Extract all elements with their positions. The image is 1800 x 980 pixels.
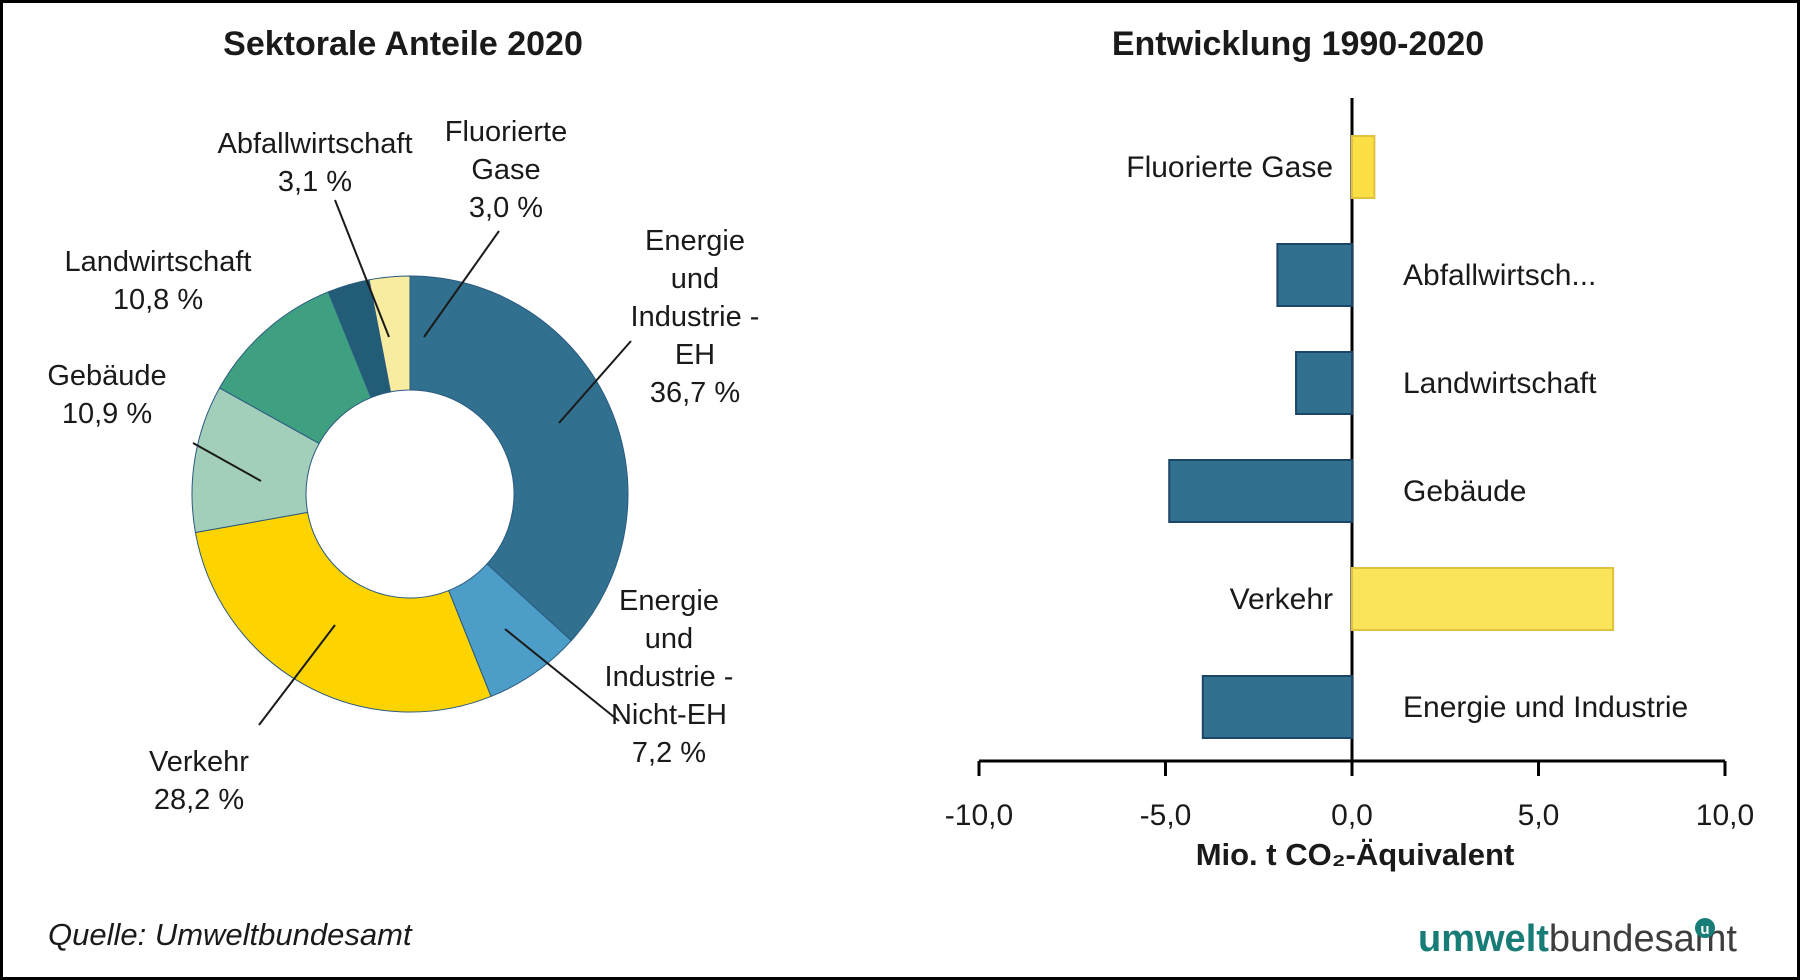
donut-chart-title: Sektorale Anteile 2020 (223, 25, 583, 63)
donut-label-fluor-line2: 3,0 % (469, 192, 543, 224)
logo-badge-circle (1695, 918, 1715, 938)
bar-label-energie: Energie und Industrie (1403, 691, 1688, 724)
leader-energie-nicht-eh (504, 628, 620, 722)
bar-category-labels: Fluorierte Gase Abfallwirtsch... Landwirts… (1126, 151, 1688, 724)
leader-verkehr (258, 624, 336, 726)
bar-chart-title: Entwicklung 1990-2020 (1112, 25, 1484, 63)
logo-text: umweltbundesamt (1418, 918, 1737, 960)
bar-label-verkehr: Verkehr (1230, 583, 1333, 616)
tick-label--5,0: -5,0 (1140, 799, 1192, 832)
donut-label-landwirt-line0: Landwirtschaft (65, 246, 252, 278)
tick-label-10,0: 10,0 (1696, 799, 1754, 832)
leader-gebaeude (192, 442, 262, 482)
donut-label-eh-line1: und (671, 263, 719, 295)
bar-verkehr (1351, 567, 1615, 631)
donut-label-eh-line0: Energie (645, 225, 745, 257)
bar-label-landwirt: Landwirtschaft (1403, 367, 1597, 400)
tick-label--10,0: -10,0 (945, 799, 1013, 832)
donut-label-abfall-line1: 3,1 % (278, 166, 352, 198)
logo-badge-u: u (1700, 921, 1709, 938)
tick-label-0,0: 0,0 (1331, 799, 1373, 832)
donut-label-verkehr-line0: Verkehr (149, 746, 249, 778)
donut-callout-labels: Energie und Industrie - EH 36,7 % Energie und I… (47, 116, 759, 816)
bar-landwirt (1295, 351, 1354, 415)
bar-gebaeude (1168, 459, 1353, 523)
bar-label-abfall: Abfallwirtsch... (1403, 259, 1596, 292)
donut-label-eh-line3: EH (675, 339, 715, 371)
donut-slice-eh (409, 275, 629, 642)
bar-series (1168, 135, 1615, 739)
donut-label-nicht_eh-line1: und (645, 623, 693, 655)
bar-energie (1201, 675, 1354, 739)
donut-label-nicht_eh-line4: 7,2 % (632, 737, 706, 769)
donut-label-eh-line2: Industrie - (631, 301, 760, 333)
donut-slice-verkehr (194, 511, 492, 713)
chart-svg: Sektorale Anteile 2020 Entwicklung 1990-… (47, 25, 1754, 960)
donut-label-landwirt-line1: 10,8 % (113, 284, 203, 316)
donut-label-verkehr-line1: 28,2 % (154, 784, 244, 816)
donut-label-abfall-line0: Abfallwirtschaft (217, 128, 412, 160)
source-note: Quelle: Umweltbundesamt (48, 917, 413, 952)
bar-abfall (1276, 243, 1354, 307)
donut-label-nicht_eh-line3: Nicht-EH (611, 699, 727, 731)
bar-fluor (1351, 135, 1376, 199)
umweltbundesamt-logo: umweltbundesamt u (1418, 918, 1737, 960)
leader-energie-eh (558, 340, 632, 424)
donut-leader-lines (192, 199, 632, 726)
x-axis-ticks: -10,0 -5,0 0,0 5,0 10,0 (945, 761, 1754, 832)
donut-chart (191, 275, 629, 713)
donut-slice-fluor (368, 275, 411, 393)
donut-label-nicht_eh-line2: Industrie - (605, 661, 734, 693)
bar-label-gebaeude: Gebäude (1403, 475, 1526, 508)
donut-label-gebaeude-line1: 10,9 % (62, 398, 152, 430)
tick-label-5,0: 5,0 (1518, 799, 1560, 832)
donut-label-fluor-line0: Fluorierte (445, 116, 568, 148)
leader-abfallwirtschaft (334, 199, 390, 338)
bar-label-fluor: Fluorierte Gase (1126, 151, 1333, 184)
leader-fluorierte-gase (423, 230, 500, 338)
x-axis-title: Mio. t CO₂-Äquivalent (1196, 837, 1515, 872)
logo-umwelt: umwelt (1418, 918, 1549, 960)
donut-label-nicht_eh-line0: Energie (619, 585, 719, 617)
donut-label-fluor-line1: Gase (471, 154, 540, 186)
donut-label-gebaeude-line0: Gebäude (47, 360, 166, 392)
donut-label-eh-line4: 36,7 % (650, 377, 740, 409)
